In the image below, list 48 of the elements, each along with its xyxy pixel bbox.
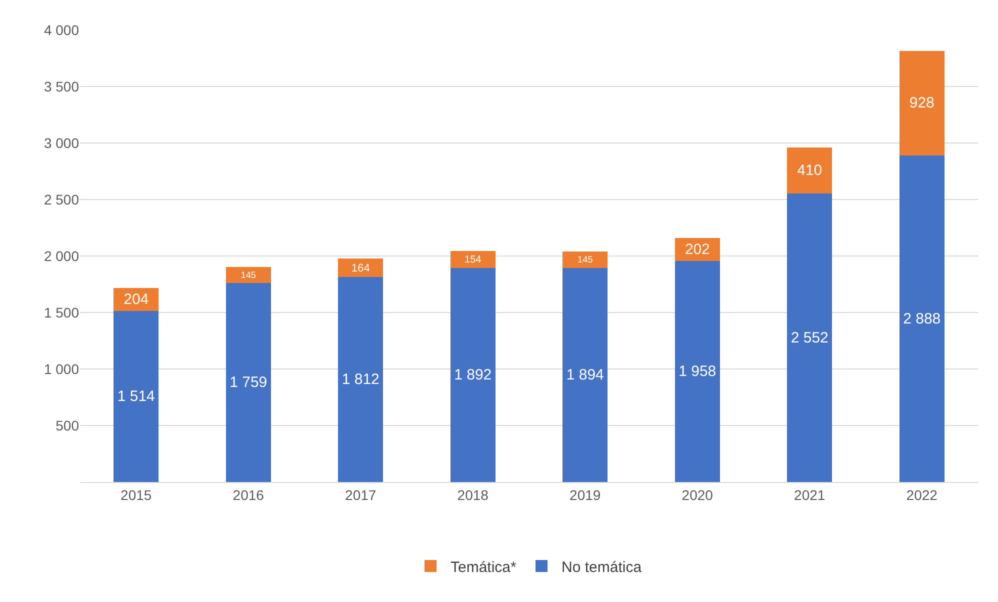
bar bbox=[226, 266, 271, 284]
x-tick-label: 2022 bbox=[906, 486, 938, 503]
bar bbox=[338, 277, 384, 482]
data-label: 2 552 bbox=[790, 329, 828, 346]
legend-label: No temática bbox=[562, 558, 642, 576]
y-tick-label: 2 500 bbox=[44, 191, 80, 208]
data-label: 164 bbox=[351, 262, 370, 274]
y-tick-label: 2 000 bbox=[44, 248, 80, 264]
y-tick-label: 500 bbox=[56, 417, 80, 434]
data-label: 154 bbox=[464, 254, 482, 266]
data-label: 204 bbox=[124, 290, 149, 308]
bar bbox=[114, 310, 159, 482]
x-tick-label: 2015 bbox=[120, 486, 152, 503]
x-tick-label: 2018 bbox=[457, 486, 489, 503]
data-label: 202 bbox=[684, 242, 710, 258]
data-label: 410 bbox=[797, 162, 822, 179]
x-tick-label: 2017 bbox=[345, 486, 376, 503]
bar bbox=[450, 250, 496, 268]
y-tick-label: 1 500 bbox=[44, 304, 80, 320]
data-label: 1 759 bbox=[230, 374, 268, 392]
y-tick-label: 3 500 bbox=[44, 78, 80, 94]
bar bbox=[338, 258, 384, 278]
data-label: 145 bbox=[240, 270, 256, 280]
data-label: 1 894 bbox=[566, 366, 604, 384]
x-tick-label: 2016 bbox=[232, 486, 264, 503]
bar bbox=[674, 260, 720, 482]
x-tick-label: 2021 bbox=[794, 486, 826, 503]
data-label: 1 892 bbox=[454, 366, 492, 384]
legend-label: Temática* bbox=[450, 558, 517, 576]
bar bbox=[562, 268, 608, 482]
bar bbox=[226, 283, 271, 482]
data-label: 928 bbox=[909, 94, 934, 112]
bar bbox=[787, 147, 832, 194]
x-tick-label: 2020 bbox=[682, 486, 714, 503]
data-label: 2 888 bbox=[903, 310, 941, 328]
y-tick-label: 3 000 bbox=[44, 134, 80, 151]
data-label: 1 958 bbox=[678, 362, 716, 380]
bar bbox=[562, 252, 608, 268]
data-label: 1 514 bbox=[117, 388, 155, 405]
x-tick-label: 2019 bbox=[570, 486, 601, 503]
data-label: 1 812 bbox=[342, 371, 380, 388]
bar bbox=[787, 194, 832, 482]
y-tick-label: 1 000 bbox=[44, 360, 80, 377]
bar bbox=[450, 268, 496, 482]
data-label: 145 bbox=[577, 254, 593, 265]
bar bbox=[899, 50, 944, 156]
bar bbox=[899, 156, 944, 482]
y-tick-label: 4 000 bbox=[44, 22, 80, 38]
